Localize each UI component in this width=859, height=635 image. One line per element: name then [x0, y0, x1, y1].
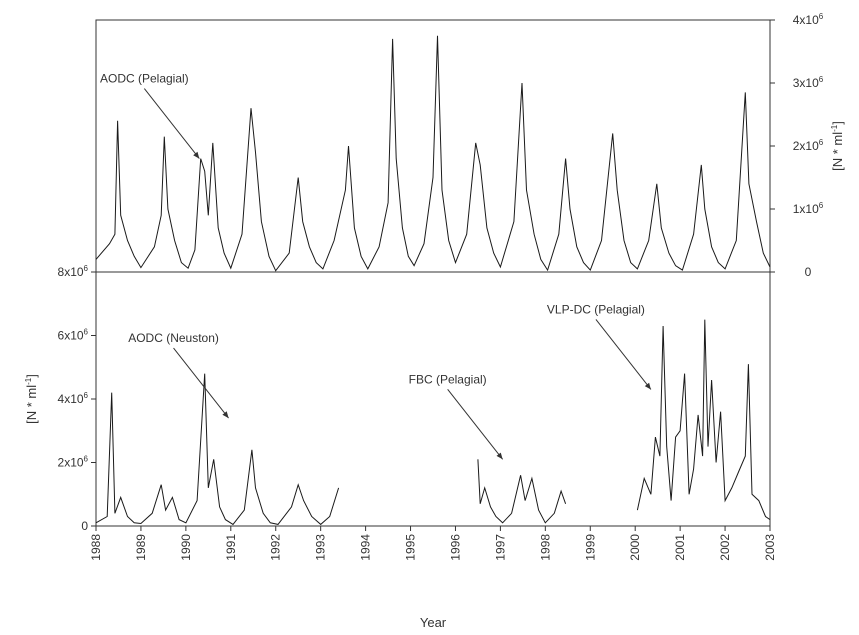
x-tick-label: 2002 — [718, 534, 732, 561]
annotation-arrow — [447, 389, 504, 460]
annotation-label: VLP-DC (Pelagial) — [547, 302, 645, 316]
chart-marks: 1988 1989 1990 1991 1992 1993 1994 1995 1996 1997… — [24, 12, 845, 561]
series-line-vlp-dc-pelagial — [636, 319, 771, 521]
y-tick-label: 2x106 — [58, 455, 89, 470]
y-tick-label: 8x106 — [58, 264, 89, 279]
x-tick-label: 1988 — [89, 534, 103, 561]
annotation-label: FBC (Pelagial) — [409, 372, 487, 386]
x-tick-label: 1989 — [134, 534, 148, 561]
x-tick-label: 1997 — [493, 534, 507, 561]
y-tick-label: 3x106 — [793, 75, 824, 90]
x-tick-label: 1999 — [583, 534, 597, 561]
plot-frame — [95, 19, 771, 527]
x-tick-label: 1992 — [269, 534, 283, 561]
annotation-arrowhead — [193, 151, 200, 159]
series-line-aodc-neuston — [95, 373, 340, 526]
annotation-arrow — [173, 347, 229, 419]
annotation-arrowhead — [644, 382, 651, 390]
annotation-arrow — [143, 88, 200, 159]
y-tick-label: 4x106 — [793, 12, 824, 27]
y-axis-title: [N * ml-1] — [24, 374, 39, 424]
annotation-arrow — [595, 319, 652, 390]
x-tick-label: 1996 — [448, 534, 462, 561]
x-tick-label: 2003 — [763, 534, 777, 561]
y-tick-label: 4x106 — [58, 391, 89, 406]
x-tick-label: 1994 — [359, 534, 373, 561]
x-tick-label: 2000 — [628, 534, 642, 561]
annotation-arrowhead — [222, 411, 229, 419]
y-axis-title: [N * ml-1] — [830, 121, 845, 171]
x-tick-label: 1991 — [224, 534, 238, 561]
x-tick-label: 1993 — [314, 534, 328, 561]
annotation-arrowhead — [496, 452, 503, 460]
x-tick-label: 2001 — [673, 534, 687, 561]
x-tick-label: 1995 — [404, 534, 418, 561]
x-tick-label: 1990 — [179, 534, 193, 561]
series-line-aodc-pelagial — [95, 35, 771, 272]
y-tick-label: 2x106 — [793, 138, 824, 153]
y-tick-label: 1x106 — [793, 201, 824, 216]
x-axis-title: Year — [420, 615, 447, 630]
series-line-fbc-pelagial — [477, 459, 567, 524]
annotation-label: AODC (Neuston) — [128, 331, 219, 345]
y-tick-label: 0 — [81, 519, 88, 533]
x-tick-label: 1998 — [538, 534, 552, 561]
y-tick-label: 0 — [805, 265, 812, 279]
y-tick-label: 6x106 — [58, 328, 89, 343]
annotation-label: AODC (Pelagial) — [100, 72, 189, 86]
